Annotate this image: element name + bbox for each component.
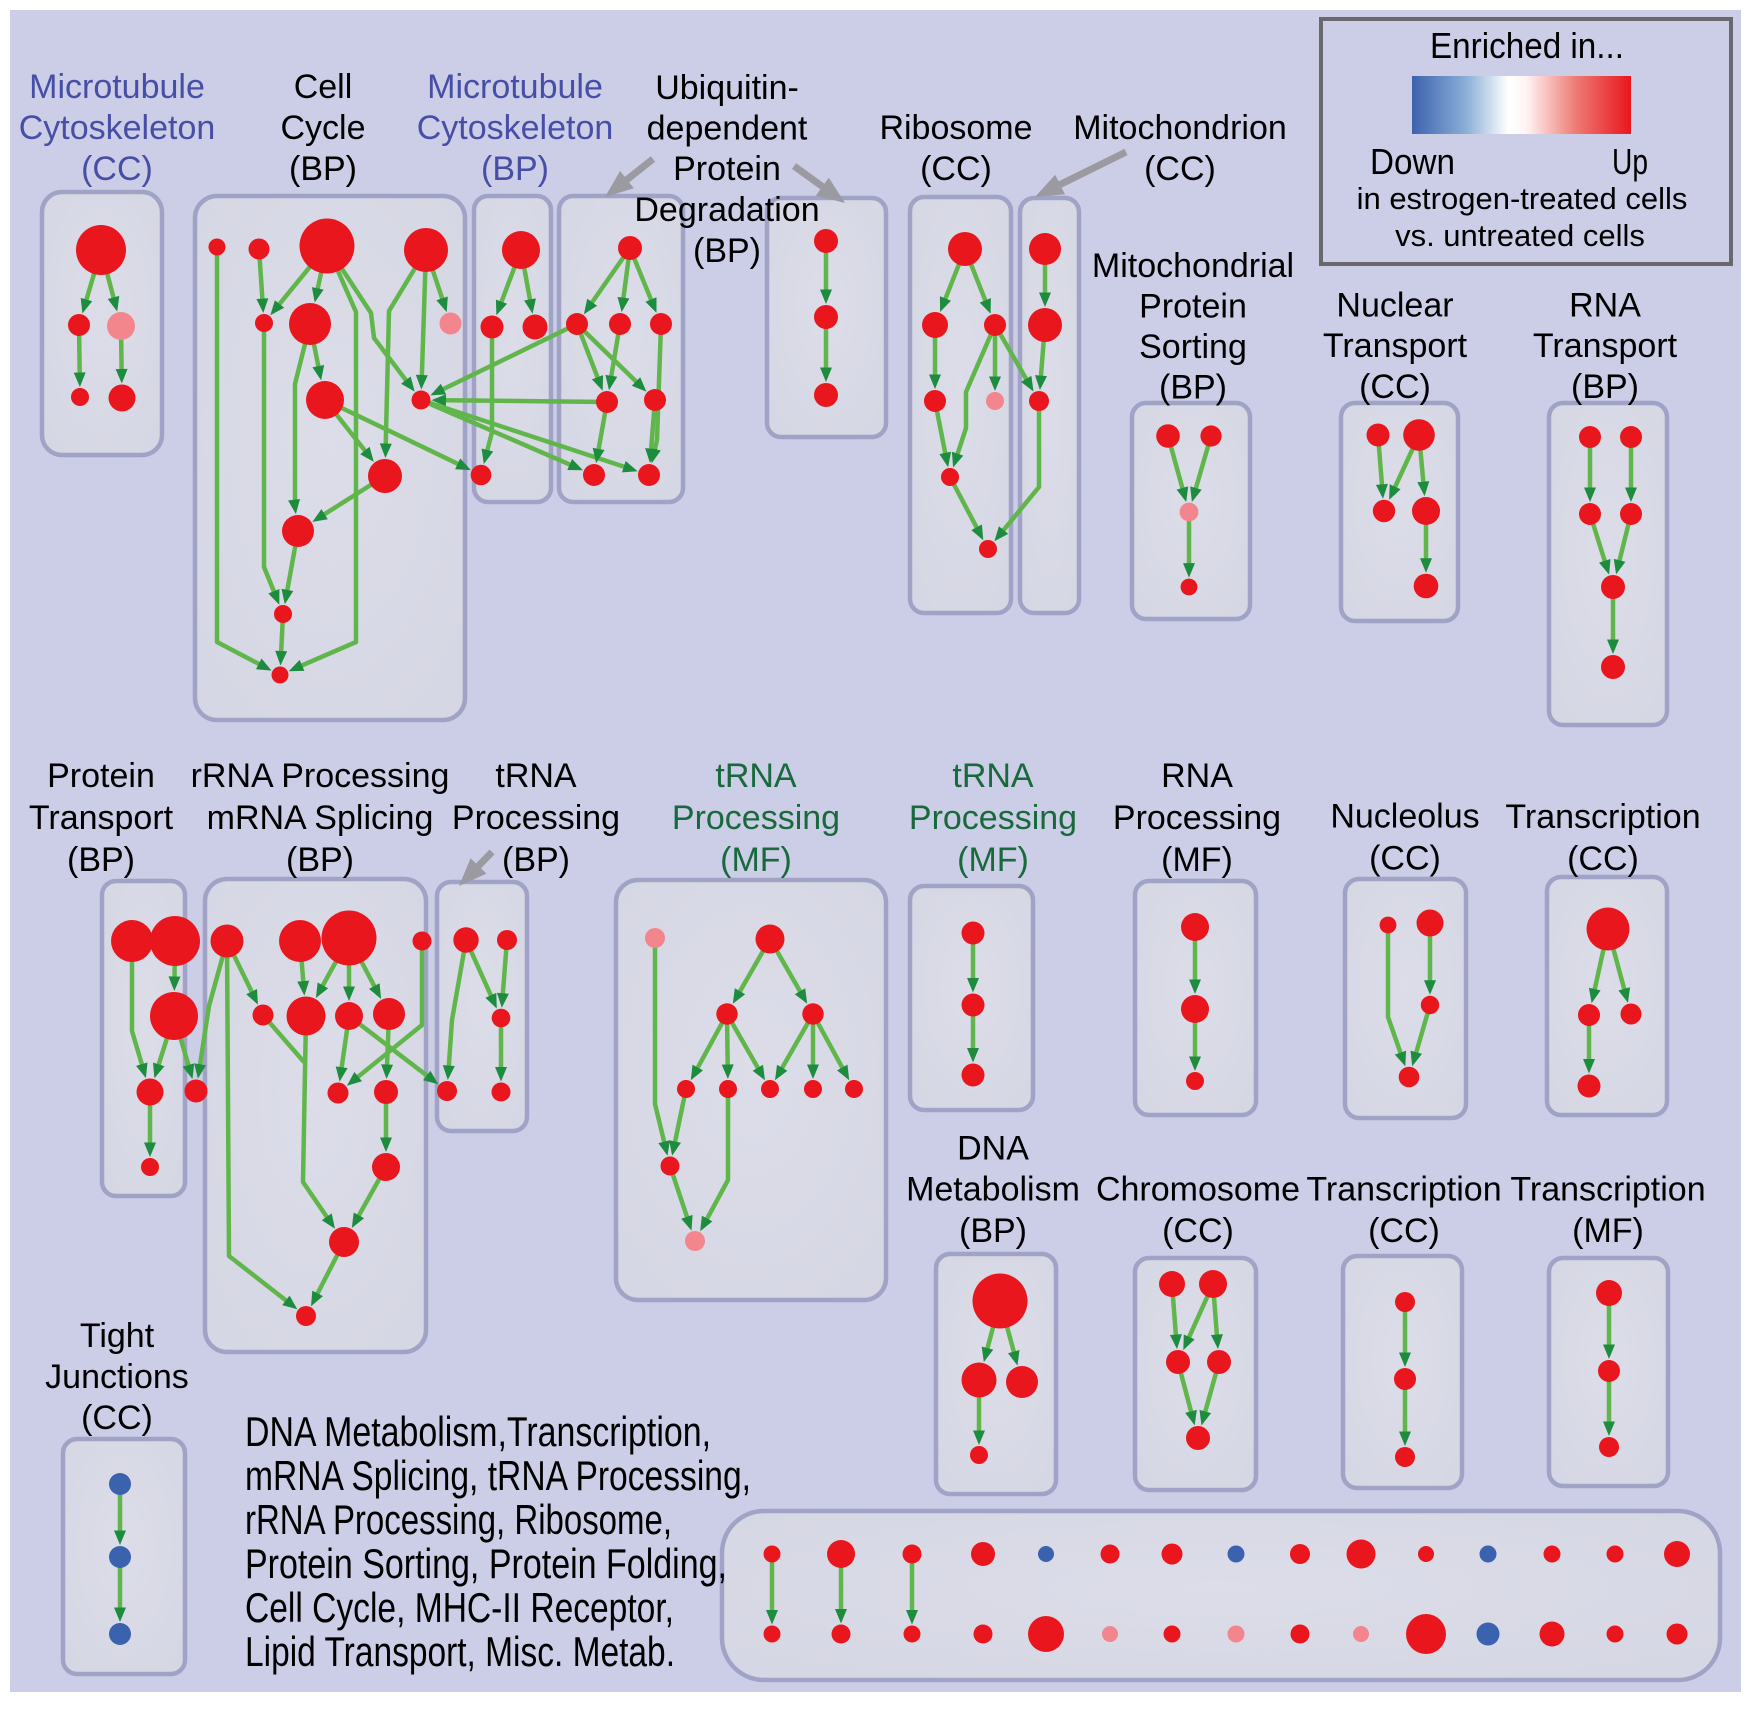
svg-text:Nucleolus: Nucleolus	[1330, 798, 1479, 836]
svg-text:(CC): (CC)	[1369, 840, 1441, 878]
svg-text:Chromosome: Chromosome	[1096, 1171, 1300, 1209]
svg-text:Enriched in...: Enriched in...	[1430, 25, 1624, 66]
svg-text:(BP): (BP)	[1159, 369, 1227, 407]
svg-text:Degradation: Degradation	[634, 191, 819, 229]
svg-text:Microtubule: Microtubule	[29, 68, 205, 106]
svg-text:(BP): (BP)	[67, 841, 135, 879]
svg-text:Protein Sorting, Protein Foldi: Protein Sorting, Protein Folding,	[245, 1540, 727, 1587]
svg-text:Transcription: Transcription	[1510, 1171, 1705, 1209]
svg-text:Mitochondrion: Mitochondrion	[1073, 109, 1287, 147]
svg-text:(CC): (CC)	[1162, 1212, 1234, 1250]
svg-text:Protein: Protein	[673, 150, 781, 188]
svg-text:Lipid Transport, Misc. Metab.: Lipid Transport, Misc. Metab.	[245, 1628, 675, 1675]
svg-text:(BP): (BP)	[693, 232, 761, 270]
svg-text:(BP): (BP)	[959, 1212, 1027, 1250]
svg-text:vs. untreated cells: vs. untreated cells	[1395, 218, 1645, 253]
svg-text:(CC): (CC)	[81, 150, 153, 188]
svg-text:RNA: RNA	[1161, 757, 1233, 795]
svg-text:Cell: Cell	[294, 68, 353, 106]
svg-text:tRNA: tRNA	[952, 757, 1034, 795]
svg-text:mRNA Splicing: mRNA Splicing	[207, 799, 434, 837]
svg-text:Processing: Processing	[452, 799, 620, 837]
svg-text:Sorting: Sorting	[1139, 328, 1247, 366]
svg-text:Metabolism: Metabolism	[906, 1171, 1080, 1209]
svg-text:tRNA: tRNA	[495, 757, 577, 795]
svg-text:Junctions: Junctions	[45, 1358, 189, 1396]
svg-text:Transcription: Transcription	[1505, 798, 1700, 836]
svg-text:DNA Metabolism,Transcription,: DNA Metabolism,Transcription,	[245, 1408, 711, 1455]
svg-text:(BP): (BP)	[481, 150, 549, 188]
svg-text:Protein: Protein	[1139, 288, 1247, 326]
svg-text:Ubiquitin-: Ubiquitin-	[655, 69, 799, 107]
svg-text:RNA: RNA	[1569, 287, 1641, 325]
svg-text:Down: Down	[1370, 141, 1455, 182]
svg-text:Processing: Processing	[909, 799, 1077, 837]
svg-text:Cell Cycle, MHC-II Receptor,: Cell Cycle, MHC-II Receptor,	[245, 1584, 674, 1631]
svg-text:Protein: Protein	[47, 757, 155, 795]
svg-text:(MF): (MF)	[1572, 1212, 1644, 1250]
svg-text:Cycle: Cycle	[280, 109, 365, 147]
svg-text:(BP): (BP)	[289, 150, 357, 188]
svg-text:Transport: Transport	[29, 799, 174, 837]
svg-text:(CC): (CC)	[1567, 840, 1639, 878]
svg-text:tRNA: tRNA	[715, 757, 797, 795]
svg-text:(MF): (MF)	[1161, 841, 1233, 879]
svg-text:mRNA Splicing, tRNA Processing: mRNA Splicing, tRNA Processing,	[245, 1452, 751, 1499]
svg-text:(BP): (BP)	[286, 841, 354, 879]
svg-text:rRNA Processing: rRNA Processing	[191, 757, 450, 795]
svg-text:Processing: Processing	[672, 799, 840, 837]
svg-text:Transcription: Transcription	[1306, 1171, 1501, 1209]
svg-text:Mitochondrial: Mitochondrial	[1092, 247, 1294, 285]
svg-text:Nuclear: Nuclear	[1336, 287, 1453, 325]
svg-text:Transport: Transport	[1323, 327, 1468, 365]
svg-text:in estrogen-treated cells: in estrogen-treated cells	[1357, 181, 1688, 216]
svg-text:(BP): (BP)	[502, 841, 570, 879]
svg-text:(CC): (CC)	[920, 150, 992, 188]
svg-text:(MF): (MF)	[957, 841, 1029, 879]
svg-text:dependent: dependent	[647, 110, 808, 148]
svg-text:Processing: Processing	[1113, 799, 1281, 837]
svg-text:(MF): (MF)	[720, 841, 792, 879]
svg-text:(CC): (CC)	[81, 1399, 153, 1437]
svg-text:Ribosome: Ribosome	[879, 109, 1032, 147]
svg-text:Transport: Transport	[1533, 327, 1678, 365]
svg-text:Microtubule: Microtubule	[427, 68, 603, 106]
svg-text:(CC): (CC)	[1359, 368, 1431, 406]
svg-text:(BP): (BP)	[1571, 368, 1639, 406]
svg-text:Cytoskeleton: Cytoskeleton	[417, 109, 614, 147]
svg-text:Tight: Tight	[80, 1317, 155, 1355]
svg-text:DNA: DNA	[957, 1130, 1029, 1168]
svg-text:Up: Up	[1612, 141, 1648, 182]
svg-text:(CC): (CC)	[1368, 1212, 1440, 1250]
svg-text:rRNA Processing, Ribosome,: rRNA Processing, Ribosome,	[245, 1496, 672, 1543]
svg-text:(CC): (CC)	[1144, 150, 1216, 188]
svg-text:Cytoskeleton: Cytoskeleton	[19, 109, 216, 147]
